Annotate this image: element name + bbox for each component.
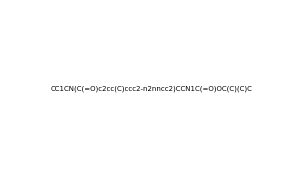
Text: CC1CN(C(=O)c2cc(C)ccc2-n2nncc2)CCN1C(=O)OC(C)(C)C: CC1CN(C(=O)c2cc(C)ccc2-n2nncc2)CCN1C(=O)… [50, 85, 252, 92]
